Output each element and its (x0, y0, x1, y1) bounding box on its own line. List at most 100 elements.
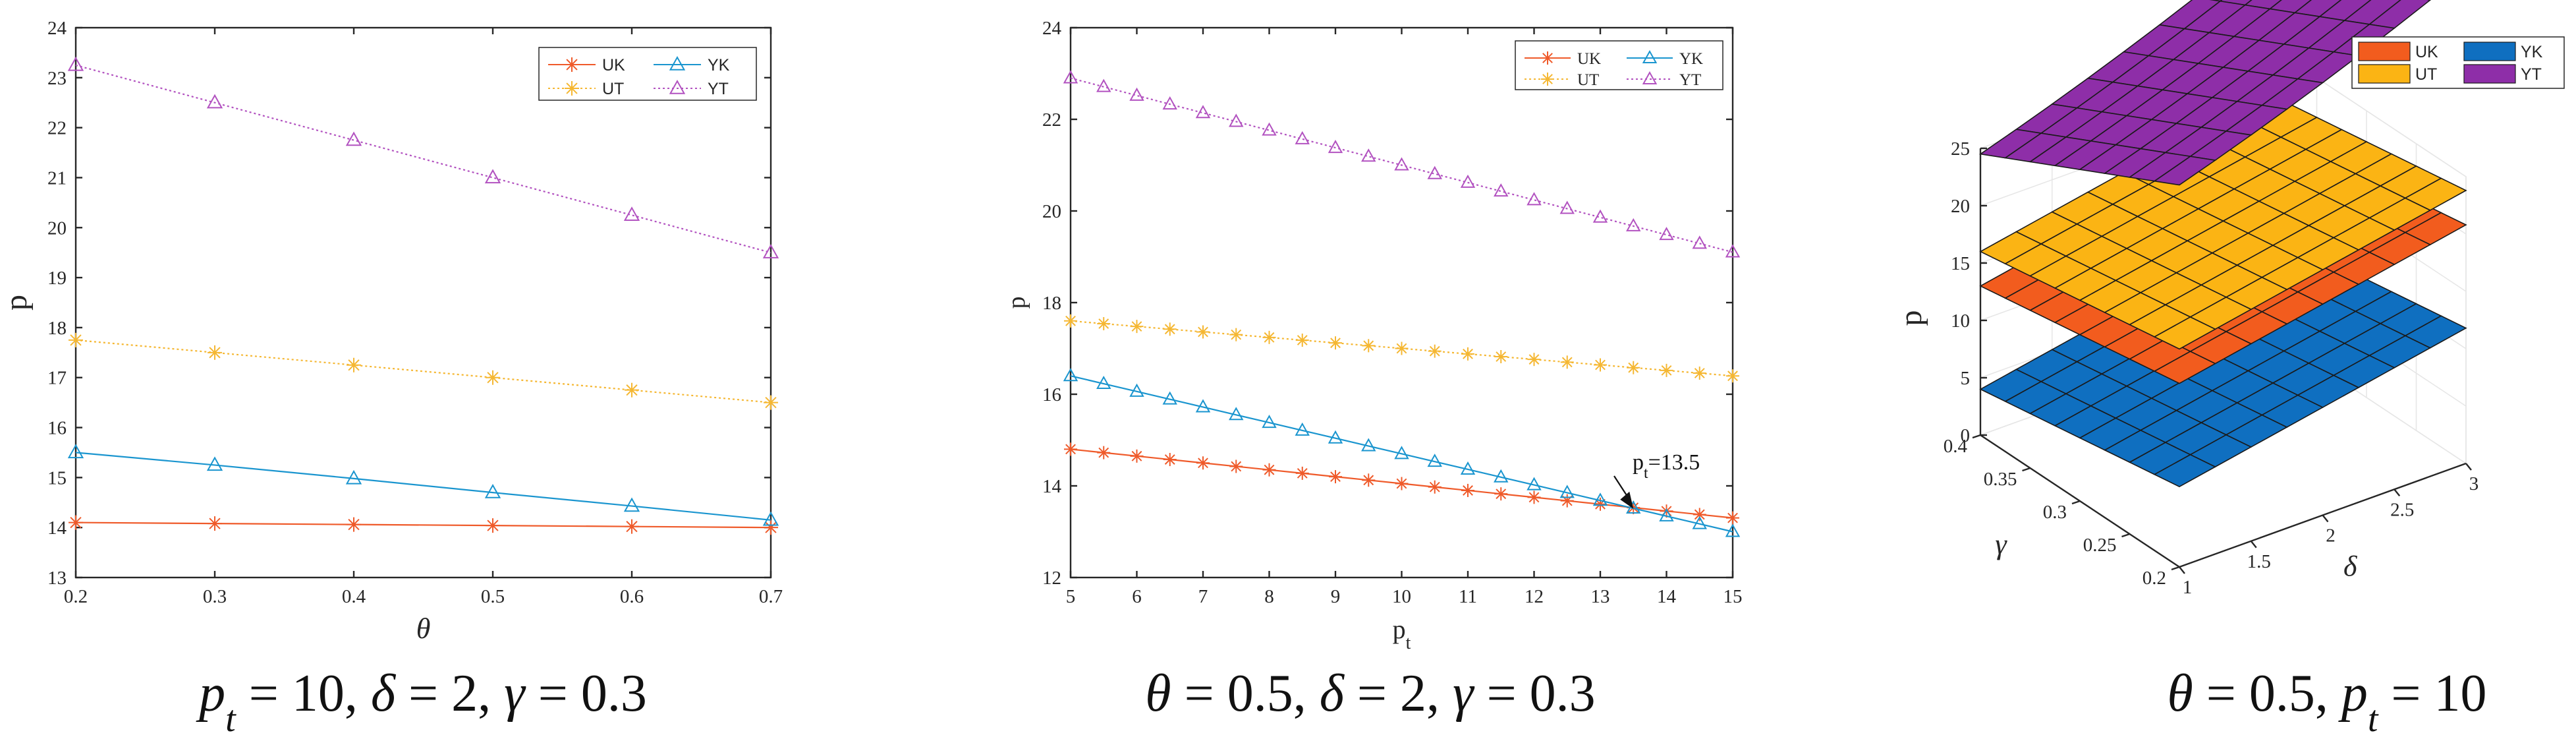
y-tick-label: 19 (47, 268, 67, 289)
y-tick-label: 22 (1042, 109, 1061, 131)
data-point-yt (1526, 192, 1542, 206)
data-point-yt (1626, 218, 1641, 231)
data-point-yk (206, 456, 223, 471)
z-tick-label: 25 (1951, 138, 1970, 160)
legend-label-yt: YT (1679, 71, 1701, 89)
data-point-uk (1295, 466, 1309, 480)
gamma-tick (2022, 467, 2030, 472)
delta-tick-label: 2.5 (2390, 499, 2414, 520)
data-point-yt (1361, 148, 1376, 162)
data-point-yt (762, 244, 779, 258)
data-point-uk (1428, 480, 1442, 494)
y-axis-label: p (0, 295, 34, 311)
delta-tick-label: 2 (2326, 525, 2336, 547)
legend-swatch-3d-yt (2463, 64, 2516, 84)
data-point-ut (1494, 350, 1508, 364)
data-point-yt (1262, 122, 1277, 136)
y-tick-label: 23 (47, 68, 67, 89)
y-tick-label: 13 (47, 568, 67, 589)
data-point-yk (1494, 469, 1509, 483)
data-point-yt (1659, 227, 1674, 241)
z-tick-label: 15 (1951, 253, 1970, 274)
data-point-yt (1195, 105, 1211, 119)
data-point-ut (1527, 353, 1541, 367)
data-point-uk (1196, 456, 1210, 470)
data-point-ut (1196, 325, 1210, 339)
data-point-uk (208, 516, 222, 531)
gamma-tick (2121, 533, 2130, 538)
x-tick-label: 14 (1657, 586, 1677, 607)
data-point-yk (1328, 430, 1343, 444)
legend-marker-ut (1541, 73, 1554, 86)
data-point-uk (1527, 490, 1541, 504)
data-point-uk (625, 519, 639, 534)
legend-label-ut: UT (1577, 71, 1599, 89)
x-axis-label: θ (416, 612, 431, 645)
data-point-yt (67, 56, 84, 71)
data-point-yt (1494, 183, 1509, 197)
legend-label-3d-yt: YT (2521, 65, 2542, 84)
data-point-uk (1097, 446, 1111, 459)
legend-label-yt: YT (708, 80, 729, 98)
caption-chart-2: θ = 0.5, δ = 2, γ = 0.3 (1145, 665, 1595, 723)
x-tick-label: 5 (1066, 586, 1076, 607)
data-point-uk (1726, 511, 1739, 525)
data-point-yk (1692, 516, 1707, 529)
data-point-ut (1660, 363, 1673, 377)
y-tick-label: 24 (47, 18, 67, 39)
data-point-ut (1461, 347, 1474, 361)
surface-patch-yk (2153, 454, 2217, 488)
data-point-ut (1395, 341, 1409, 355)
legend-swatch-3d-yk (2463, 42, 2516, 61)
y-tick-label: 21 (47, 167, 67, 189)
series-line-yt (1070, 77, 1733, 253)
caption-chart-1: pt = 10, δ = 2, γ = 0.3 (196, 665, 647, 740)
gamma-tick-label: 0.2 (2142, 568, 2166, 589)
data-point-yt (1063, 70, 1078, 84)
delta-axis-label: δ (2343, 550, 2358, 583)
data-point-yt (1725, 244, 1741, 258)
data-point-ut (1163, 322, 1177, 336)
data-point-uk (1229, 459, 1243, 473)
data-point-uk (1560, 494, 1574, 508)
y-tick-label: 22 (47, 118, 67, 139)
delta-tick-label: 3 (2469, 473, 2479, 494)
gamma-tick-label: 0.35 (1984, 469, 2017, 490)
x-tick-label: 15 (1723, 586, 1743, 607)
data-point-yk (67, 444, 84, 459)
chart-pt-vs-price: 5 6 7 8 9 10 11 12 13 14 15 12 14 16 18 20 22 24 p pt UK YK UT… (1003, 18, 1743, 723)
series-line-yt (75, 64, 771, 254)
legend-marker-yt (669, 79, 686, 94)
y-tick-label: 16 (1042, 384, 1061, 405)
data-point-ut (1064, 314, 1077, 328)
data-point-yt (345, 131, 362, 146)
data-point-uk (764, 520, 778, 535)
surface-patch-ut (2153, 316, 2217, 350)
data-point-yk (1460, 461, 1476, 475)
data-point-yt (1394, 157, 1409, 171)
gamma-tick (1972, 434, 1981, 439)
z-tick-label: 20 (1951, 196, 1970, 217)
legend-marker-ut (565, 81, 579, 96)
data-point-yk (1129, 383, 1144, 397)
data-point-ut (69, 332, 83, 347)
x-tick-label: 0.4 (342, 586, 366, 607)
legend-swatch-3d-uk (2358, 42, 2411, 61)
y-tick-label: 14 (47, 518, 67, 539)
y-tick-label: 20 (1042, 201, 1061, 222)
x-tick-label: 0.2 (64, 586, 88, 607)
data-point-ut (1329, 336, 1342, 350)
legend-marker-yk (669, 55, 686, 71)
legend-label-uk: UK (1577, 50, 1601, 68)
y-tick-label: 16 (47, 418, 67, 439)
data-point-yt (1592, 209, 1608, 223)
data-point-ut (1262, 330, 1276, 344)
series-line-ut (75, 339, 771, 403)
legend-label-ut: UT (602, 80, 624, 98)
delta-tick (2465, 463, 2472, 471)
data-point-ut (1726, 369, 1739, 383)
chart-theta-vs-price: 0.2 0.3 0.4 0.5 0.6 0.7 13 14 15 16 17 18 19 20 21 22 23… (0, 18, 783, 740)
data-point-uk (1163, 453, 1177, 467)
data-point-yk (1592, 492, 1608, 506)
data-point-yt (1460, 174, 1476, 188)
